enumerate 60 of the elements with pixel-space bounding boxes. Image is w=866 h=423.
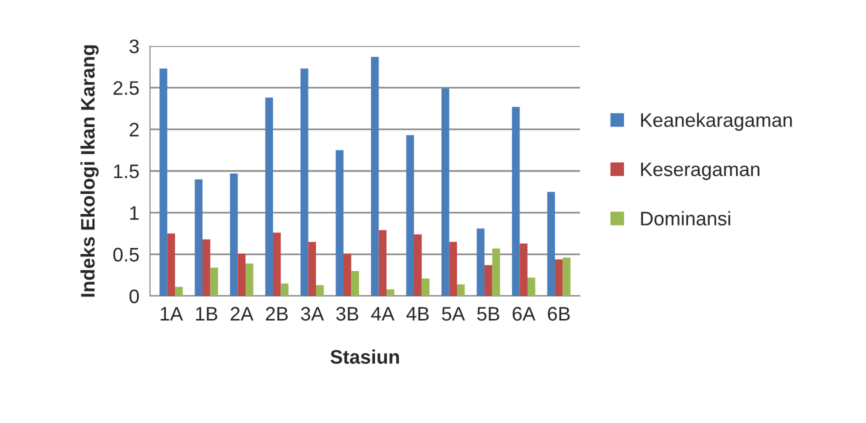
bar <box>336 150 344 296</box>
bar <box>238 254 246 296</box>
bar <box>308 242 316 296</box>
bar <box>370 56 379 296</box>
x-tick-label: 4A <box>371 307 394 321</box>
bar <box>265 98 274 296</box>
bar <box>210 268 218 296</box>
x-axis-title: Stasiun <box>330 350 399 364</box>
x-tick-label: 6A <box>512 306 536 321</box>
bar <box>512 106 520 296</box>
x-tick-label: 2A <box>230 306 254 321</box>
bar <box>492 248 500 296</box>
y-tick-label: 1 <box>130 206 139 220</box>
bar <box>230 174 238 296</box>
y-tick-label: 2 <box>130 122 139 136</box>
bar <box>441 88 450 296</box>
bar <box>484 265 492 296</box>
x-tick-label: 3A <box>300 306 324 321</box>
legend-label: Dominansi <box>641 211 730 226</box>
bar <box>456 284 465 296</box>
bar <box>351 271 360 296</box>
bar <box>344 254 352 296</box>
x-tick-label: 3B <box>336 306 358 321</box>
bar <box>175 286 183 296</box>
bar <box>280 284 289 296</box>
x-tick-label: 2B <box>266 306 288 321</box>
bar <box>406 135 414 296</box>
bar <box>422 278 430 296</box>
y-axis-title: Indeks Ekologi Ikan Karang <box>80 45 99 297</box>
bar <box>194 179 203 296</box>
y-tick-label: 0.5 <box>113 248 139 262</box>
bar <box>246 264 254 296</box>
bar <box>476 228 484 296</box>
x-tick-label: 5B <box>477 307 500 321</box>
legend-label: Keanekaragaman <box>641 112 792 131</box>
x-tick-label: 1A <box>160 307 183 321</box>
bar <box>554 259 563 296</box>
bar <box>378 230 386 296</box>
x-tick-label: 6B <box>548 306 570 321</box>
bar <box>160 68 168 296</box>
bar <box>527 278 536 296</box>
y-tick-label: 3 <box>130 39 139 54</box>
bar <box>202 239 210 296</box>
y-tick-label: 1.5 <box>114 164 139 178</box>
bar <box>414 234 422 296</box>
bar <box>386 289 394 296</box>
legend-label: Keseragaman <box>641 162 760 180</box>
x-tick-label: 4B <box>406 307 429 321</box>
bar <box>273 232 281 296</box>
bar <box>520 244 528 296</box>
bar <box>300 68 308 296</box>
y-tick-label: 0 <box>130 289 139 304</box>
x-tick-label: 5A <box>442 307 465 321</box>
bar <box>167 234 176 296</box>
y-tick-label: 2.5 <box>114 81 139 95</box>
bar <box>562 258 570 296</box>
x-tick-label: 1B <box>196 307 218 321</box>
bar <box>449 242 457 296</box>
bar <box>316 285 324 296</box>
bar <box>547 192 555 296</box>
